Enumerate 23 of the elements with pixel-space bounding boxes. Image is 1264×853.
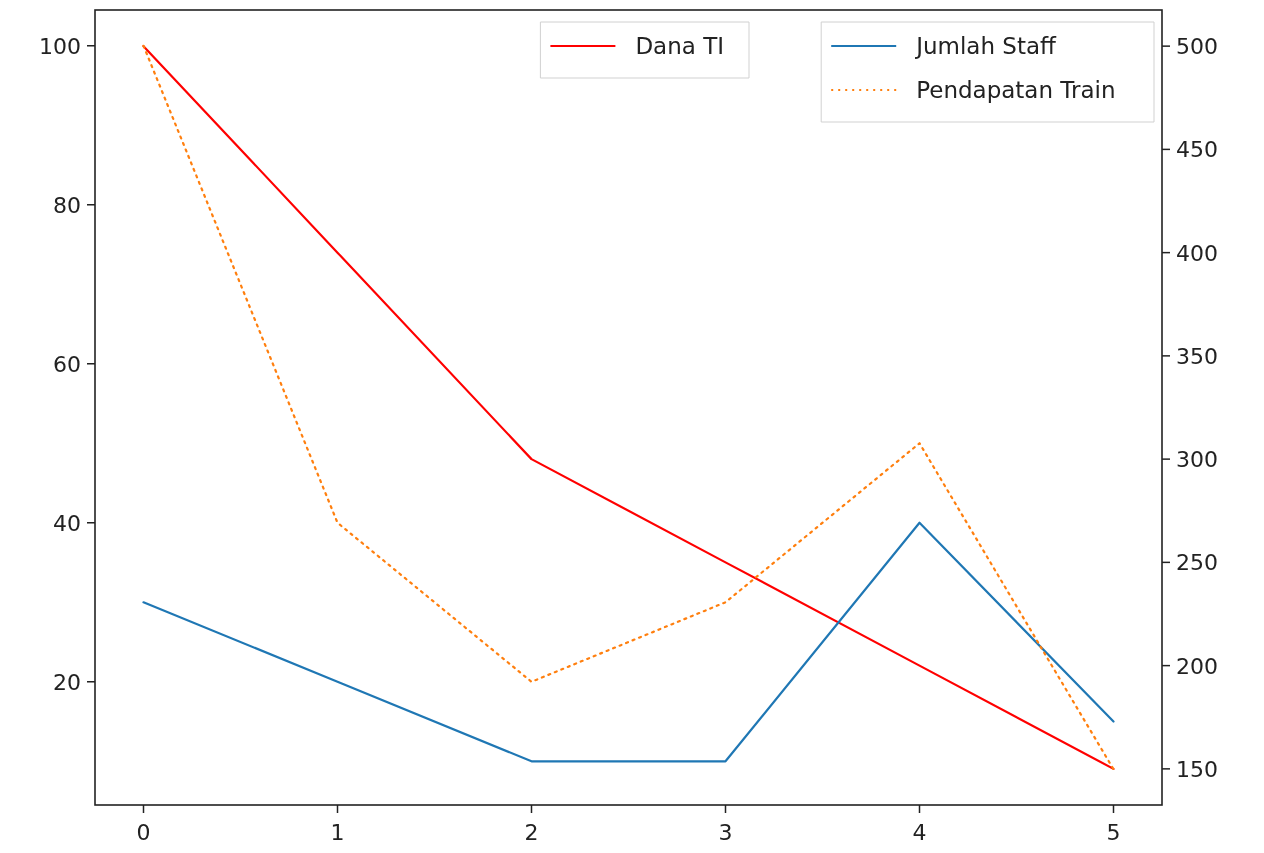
line-series [142,521,1115,763]
y2-tick-label: 150 [1176,756,1218,782]
x-tick-label: 0 [136,820,151,845]
y-tick-label: 40 [53,510,81,536]
y2-tick-label: 450 [1176,137,1218,163]
legend-label: Jumlah Staff [914,33,1058,59]
y2-tick-label: 400 [1176,240,1218,266]
x-tick-label: 2 [524,820,539,845]
y2-tick-label: 300 [1176,447,1218,473]
x-tick-label: 3 [718,820,733,845]
x-tick-label: 4 [912,820,927,845]
y-tick-label: 100 [39,33,81,59]
legend-label: Pendapatan Train [916,77,1116,103]
y2-tick-label: 200 [1176,653,1218,679]
x-tick-label: 1 [330,820,345,845]
legend-label: Dana TI [635,33,725,59]
x-tick-label: 5 [1106,820,1121,845]
y2-tick-label: 500 [1176,34,1218,60]
y2-tick-label: 250 [1176,550,1218,576]
y2-tick-label: 350 [1176,343,1218,369]
y-tick-label: 60 [53,351,81,377]
y-tick-label: 20 [53,669,81,695]
y-tick-label: 80 [53,192,81,218]
